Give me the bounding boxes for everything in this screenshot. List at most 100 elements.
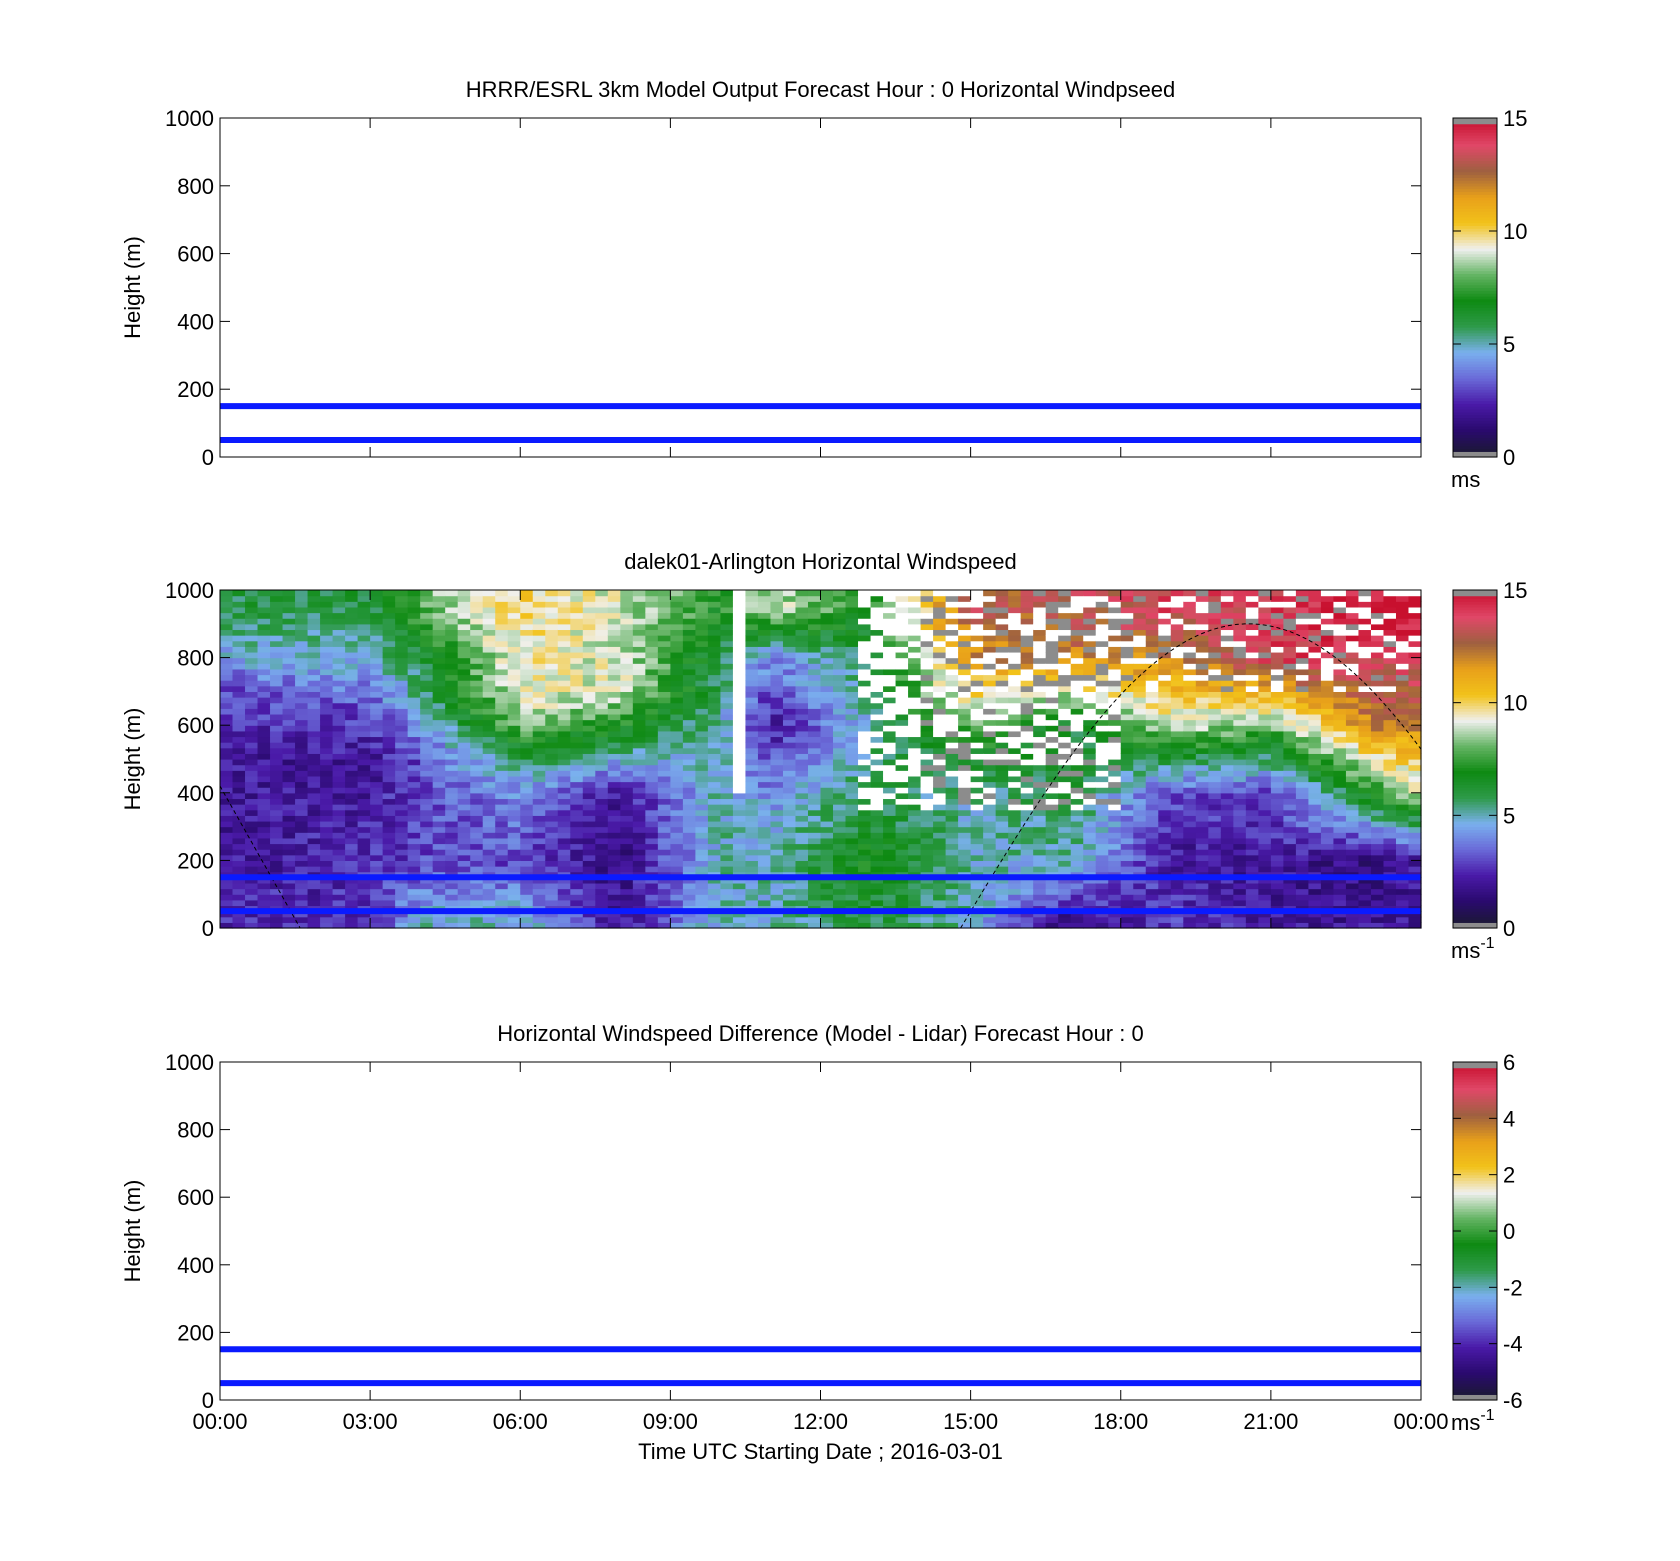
field-cell: [257, 685, 271, 692]
field-cell: [370, 640, 384, 647]
field-cell: [1108, 680, 1122, 687]
field-cell: [883, 770, 897, 777]
field-cell: [1195, 787, 1209, 794]
field-cell: [382, 719, 396, 726]
field-cell: [945, 899, 959, 907]
field-cell: [757, 663, 772, 670]
field-cell: [858, 854, 872, 861]
field-cell: [395, 725, 409, 732]
field-cell: [1145, 736, 1159, 743]
field-cell: [607, 702, 621, 709]
field-cell: [470, 747, 484, 754]
field-cell: [270, 612, 284, 619]
field-cell: [908, 792, 922, 800]
field-cell: [320, 629, 334, 636]
field-cell: [595, 888, 609, 895]
field-cell: [1083, 691, 1097, 698]
field-cell: [445, 674, 459, 681]
field-cell: [532, 685, 546, 692]
field-cell: [1020, 685, 1034, 692]
field-cell: [745, 911, 759, 918]
field-cell: [395, 697, 409, 704]
field-cell: [357, 680, 371, 687]
field-cell: [682, 770, 696, 777]
field-cell: [620, 804, 634, 811]
field-cell: [607, 736, 621, 743]
field-cell: [707, 809, 722, 816]
field-cell: [295, 882, 309, 890]
field-cell: [745, 742, 759, 749]
colorbar-swatch: [1453, 214, 1497, 218]
field-cell: [432, 922, 446, 929]
field-cell: [883, 882, 897, 890]
field-cell: [820, 781, 834, 788]
field-cell: [257, 753, 271, 760]
field-cell: [232, 820, 246, 828]
field-cell: [295, 668, 309, 676]
field-cell: [345, 742, 359, 749]
field-cell: [1070, 590, 1084, 597]
field-cell: [307, 916, 321, 923]
field-cell: [657, 849, 671, 856]
field-cell: [795, 826, 809, 833]
field-cell: [858, 832, 872, 839]
field-cell: [1158, 770, 1172, 777]
field-cell: [1108, 877, 1122, 884]
field-cell: [245, 702, 259, 709]
field-cell: [958, 680, 972, 687]
field-cell: [1070, 680, 1084, 687]
field-cell: [833, 618, 847, 625]
field-cell: [320, 640, 334, 647]
field-cell: [595, 725, 609, 732]
field-cell: [245, 590, 259, 597]
field-cell: [232, 680, 246, 687]
field-cell: [995, 742, 1009, 749]
field-cell: [795, 894, 809, 901]
field-cell: [1158, 680, 1172, 687]
field-cell: [520, 590, 534, 597]
field-cell: [670, 680, 684, 687]
field-cell: [295, 657, 309, 664]
field-cell: [945, 657, 959, 664]
field-cell: [720, 759, 734, 766]
field-cell: [707, 764, 722, 771]
field-cell: [1083, 899, 1097, 907]
field-cell: [782, 651, 797, 659]
field-cell: [870, 725, 884, 732]
field-cell: [695, 849, 709, 856]
field-cell: [295, 792, 309, 800]
field-cell: [958, 697, 972, 704]
field-cell: [682, 713, 696, 721]
field-cell: [357, 601, 371, 608]
field-cell: [782, 612, 797, 619]
field-cell: [495, 860, 509, 867]
field-cell: [1008, 680, 1022, 687]
field-cell: [445, 691, 459, 698]
field-cell: [820, 680, 834, 687]
field-cell: [1108, 820, 1122, 828]
field-cell: [357, 697, 371, 704]
field-cell: [707, 826, 722, 833]
field-cell: [657, 860, 671, 867]
field-cell: [1220, 837, 1234, 845]
field-cell: [908, 747, 922, 754]
field-cell: [232, 894, 246, 901]
field-cell: [270, 713, 284, 721]
field-cell: [983, 759, 997, 766]
field-cell: [420, 663, 434, 670]
field-cell: [595, 736, 609, 743]
field-cell: [970, 826, 984, 833]
field-cell: [232, 759, 246, 766]
field-cell: [1183, 832, 1197, 839]
field-cell: [332, 826, 346, 833]
field-cell: [532, 601, 546, 608]
field-cell: [1070, 651, 1084, 659]
field-cell: [1108, 922, 1122, 929]
field-cell: [883, 820, 897, 828]
field-cell: [357, 832, 371, 839]
field-cell: [958, 747, 972, 754]
field-cell: [470, 623, 484, 631]
field-cell: [557, 866, 571, 873]
field-cell: [770, 685, 784, 692]
field-cell: [1183, 775, 1197, 783]
